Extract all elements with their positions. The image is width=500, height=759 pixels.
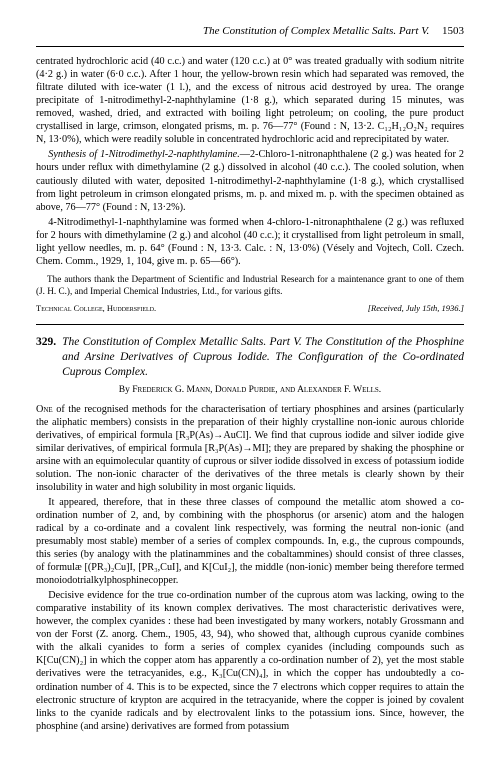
- article-heading: 329. The Constitution of Complex Metalli…: [36, 335, 464, 379]
- authors-line: By Frederick G. Mann, Donald Purdie, and…: [36, 384, 464, 396]
- page-number: 1503: [442, 25, 464, 37]
- received-date: [Received, July 15th, 1936.]: [368, 303, 464, 314]
- article-number: 329.: [36, 335, 56, 379]
- acknowledgement: The authors thank the Department of Scie…: [36, 274, 464, 298]
- authors-names: Frederick G. Mann, Donald Purdie, and Al…: [132, 385, 381, 395]
- article-title: The Constitution of Complex Metallic Sal…: [62, 335, 464, 379]
- article-p1-body: of the recognised methods for the charac…: [36, 404, 464, 493]
- prior-article-p2: Synthesis of 1-Nitrodimethyl-2-naphthyla…: [36, 148, 464, 213]
- authors-by: By: [119, 385, 132, 395]
- article-p2: It appeared, therefore, that in these th…: [36, 496, 464, 587]
- prior-article-p3: 4-Nitrodimethyl-1-naphthylamine was form…: [36, 216, 464, 268]
- rule-top: [36, 46, 464, 47]
- dropcap: One: [36, 404, 53, 415]
- synthesis-lead: Synthesis of 1-Nitrodimethyl-2-naphthyla…: [48, 149, 240, 160]
- running-head: The Constitution of Complex Metallic Sal…: [36, 24, 464, 38]
- article-p1: One of the recognised methods for the ch…: [36, 403, 464, 494]
- affiliation-row: Technical College, Huddersfield. [Receiv…: [36, 303, 464, 314]
- rule-divider: [36, 324, 464, 325]
- affiliation: Technical College, Huddersfield.: [36, 303, 156, 314]
- running-title: The Constitution of Complex Metallic Sal…: [203, 25, 429, 37]
- prior-article-p1: centrated hydrochloric acid (40 c.c.) an…: [36, 55, 464, 146]
- article-p3: Decisive evidence for the true co-ordina…: [36, 589, 464, 733]
